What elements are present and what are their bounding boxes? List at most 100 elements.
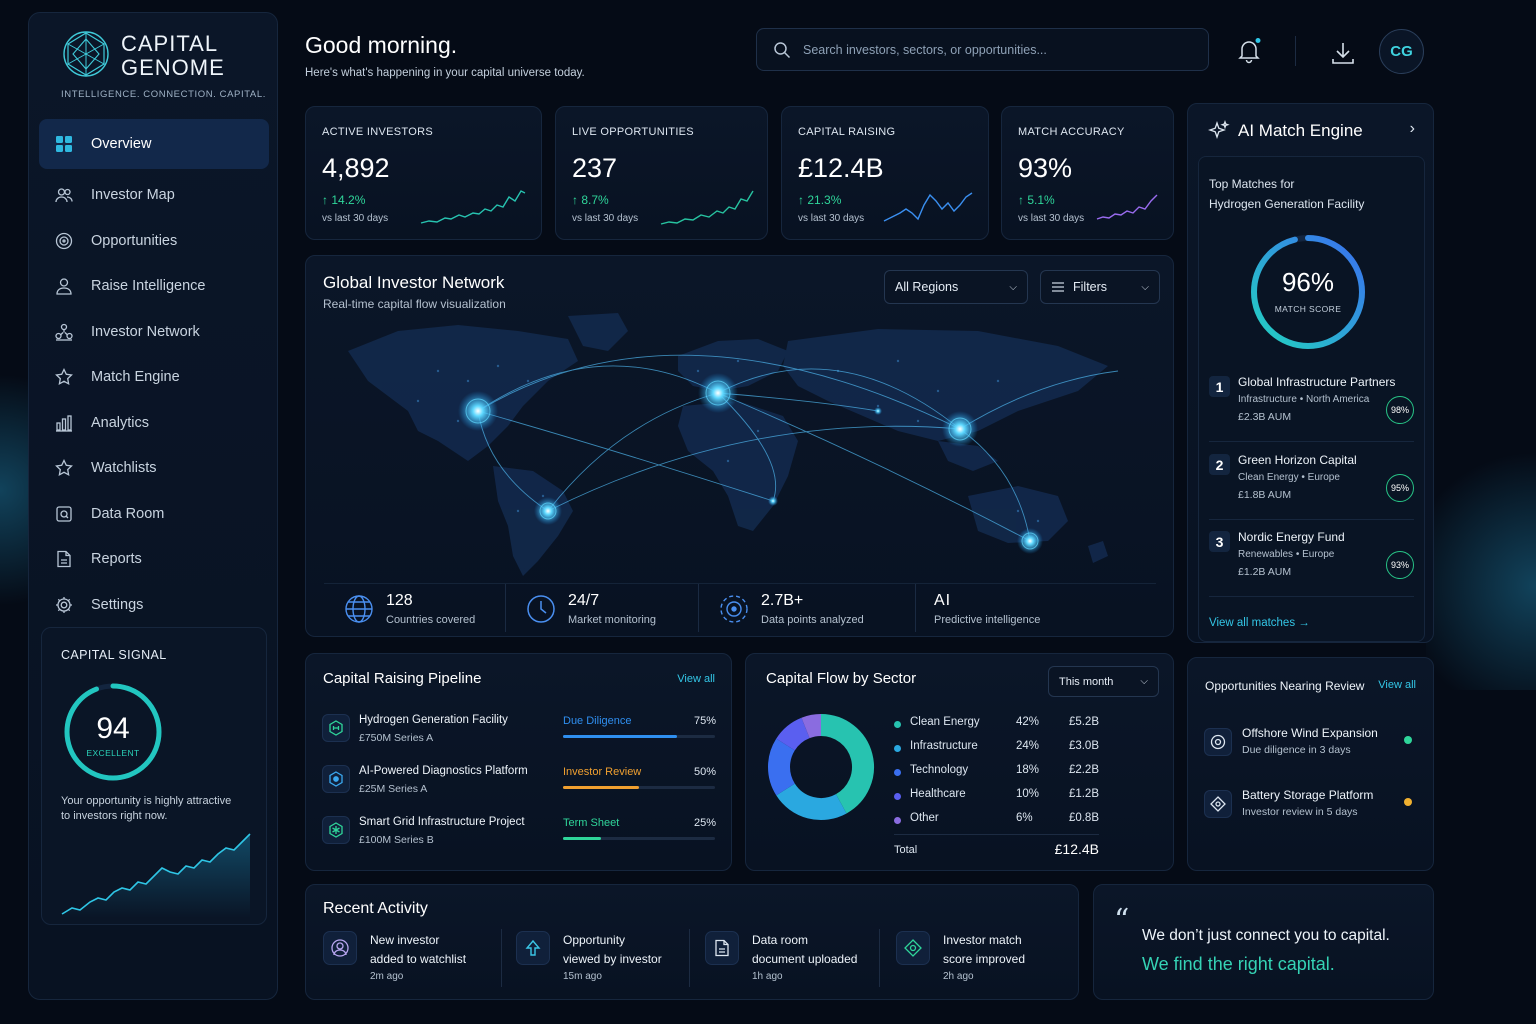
grid-icon <box>56 136 72 152</box>
legend-name: Other <box>910 812 939 824</box>
kpi-label: ACTIVE INVESTORS <box>322 126 433 138</box>
legend-dot <box>894 721 901 728</box>
match-name: Global Infrastructure Partners <box>1238 375 1396 389</box>
match-score-badge: 98% <box>1386 396 1414 424</box>
pipeline-percent: 50% <box>693 766 716 778</box>
pipeline-row[interactable]: AI-Powered Diagnostics Platform £25M Ser… <box>322 761 716 807</box>
activity-line1: New investor <box>370 933 440 947</box>
legend-percent: 10% <box>1016 788 1040 800</box>
activity-item[interactable]: Opportunity viewed by investor 15m ago <box>516 927 696 987</box>
document-icon <box>57 550 71 568</box>
chevron-down-icon: ⌵ <box>1140 676 1148 687</box>
match-rank: 3 <box>1209 531 1230 552</box>
activity-time: 2m ago <box>370 971 404 982</box>
sidebar-item-settings[interactable]: Settings <box>39 583 269 627</box>
sidebar-item-raise-intelligence[interactable]: Raise Intelligence <box>39 264 269 308</box>
region-select[interactable]: All Regions ⌵ <box>884 270 1028 304</box>
total-label: Total <box>894 844 918 856</box>
activity-line2: document uploaded <box>752 952 858 966</box>
legend-name: Technology <box>910 764 969 776</box>
filters-button[interactable]: Filters ⌵ <box>1040 270 1160 304</box>
sidebar-item-overview[interactable]: Overview <box>39 119 269 169</box>
match-item[interactable]: 3 Nordic Energy Fund Renewables • Europe… <box>1209 527 1414 597</box>
pipeline-row[interactable]: Smart Grid Infrastructure Project £100M … <box>322 812 716 858</box>
sidebar-item-investor-network[interactable]: Investor Network <box>39 310 269 354</box>
kpi-label: MATCH ACCURACY <box>1018 126 1125 138</box>
pipeline-round: £100M Series B <box>359 834 434 846</box>
kpi-card-capital-raising: CAPITAL RAISING £12.4B ↑ 21.3% vs last 3… <box>781 106 989 240</box>
donut-slice-clean-energy <box>820 714 874 814</box>
activity-divider <box>501 929 502 987</box>
network-icon <box>55 323 73 341</box>
legend-name: Clean Energy <box>910 716 980 728</box>
sparkle-icon <box>1208 120 1230 139</box>
sidebar-item-label: Reports <box>91 551 142 567</box>
view-all-matches-link[interactable]: View all matches → <box>1209 617 1310 629</box>
activity-item[interactable]: Data room document uploaded 1h ago <box>705 927 885 987</box>
pipeline-view-all-link[interactable]: View all <box>677 673 715 685</box>
avatar[interactable]: CG <box>1379 29 1424 74</box>
legend-name: Healthcare <box>910 788 966 800</box>
match-item[interactable]: 2 Green Horizon Capital Clean Energy • E… <box>1209 450 1414 520</box>
stat-ai: AI Predictive intelligence <box>916 584 1156 632</box>
arrow-up-icon: ↑ <box>798 193 808 207</box>
globe-icon <box>345 595 373 623</box>
sidebar-item-reports[interactable]: Reports <box>39 537 269 581</box>
activity-item[interactable]: New investor added to watchlist 2m ago <box>323 927 503 987</box>
sidebar-item-analytics[interactable]: Analytics <box>39 401 269 445</box>
activity-item[interactable]: Investor match score improved 2h ago <box>896 927 1076 987</box>
activity-time: 2h ago <box>943 971 974 982</box>
pipeline-progress-fill <box>563 837 601 840</box>
signal-score-label: EXCELLENT <box>86 748 140 758</box>
sidebar-item-label: Raise Intelligence <box>91 278 206 294</box>
match-name: Nordic Energy Fund <box>1238 530 1345 544</box>
status-dot <box>1404 798 1412 806</box>
review-item[interactable]: Battery Storage Platform Investor review… <box>1204 784 1420 834</box>
match-score-label: MATCH SCORE <box>1274 304 1342 314</box>
sidebar-item-data-room[interactable]: Data Room <box>39 492 269 536</box>
kpi-value: 93% <box>1018 153 1073 183</box>
pipeline-percent: 75% <box>693 715 716 727</box>
match-item[interactable]: 1 Global Infrastructure Partners Infrast… <box>1209 372 1414 442</box>
review-name: Offshore Wind Expansion <box>1242 726 1378 740</box>
pipeline-row[interactable]: Hydrogen Generation Facility £750M Serie… <box>322 710 716 756</box>
signal-trend-chart <box>61 833 251 918</box>
activity-line1: Investor match <box>943 933 1022 947</box>
pipeline-progress-bar <box>563 735 715 738</box>
review-item[interactable]: Offshore Wind Expansion Due diligence in… <box>1204 722 1420 772</box>
region-select-value: All Regions <box>895 280 959 294</box>
logo-icon <box>63 31 109 77</box>
person-icon <box>56 278 72 295</box>
download-icon[interactable] <box>1330 40 1356 66</box>
legend-percent: 24% <box>1016 740 1040 752</box>
sidebar-item-watchlists[interactable]: Watchlists <box>39 446 269 490</box>
period-select[interactable]: This month ⌵ <box>1048 666 1159 697</box>
legend-dot <box>894 793 901 800</box>
activity-divider <box>879 929 880 987</box>
review-view-all-link[interactable]: View all <box>1378 679 1416 691</box>
clock-icon <box>527 595 555 623</box>
opportunity-viewed-icon <box>516 931 550 965</box>
activity-line2: added to watchlist <box>370 952 467 966</box>
arrow-up-icon: ↑ <box>322 193 332 207</box>
bar-chart-icon <box>56 414 72 432</box>
search-input[interactable] <box>803 42 1183 57</box>
match-sector: Clean Energy • Europe <box>1238 472 1340 483</box>
bell-icon[interactable] <box>1236 38 1262 64</box>
sidebar-item-opportunities[interactable]: Opportunities <box>39 219 269 263</box>
review-due: Investor review in 5 days <box>1242 806 1358 818</box>
background-glow-right <box>1426 430 1536 690</box>
pipeline-progress-bar <box>563 786 715 789</box>
search-bar[interactable] <box>756 28 1209 71</box>
legend-percent: 6% <box>1016 812 1033 824</box>
legend-row: Healthcare 10% £1.2B <box>894 788 1099 806</box>
signal-score: 94 <box>96 712 130 745</box>
pipeline-name: Hydrogen Generation Facility <box>359 714 508 726</box>
stat-value: 2.7B+ <box>761 592 804 609</box>
sidebar-item-match-engine[interactable]: Match Engine <box>39 355 269 399</box>
chevron-right-icon[interactable]: › <box>1409 120 1415 137</box>
match-rank: 1 <box>1209 376 1230 397</box>
legend-value: £0.8B <box>1068 812 1099 824</box>
sidebar-item-investor-map[interactable]: Investor Map <box>39 173 269 217</box>
pipeline-stage: Investor Review <box>563 766 642 778</box>
